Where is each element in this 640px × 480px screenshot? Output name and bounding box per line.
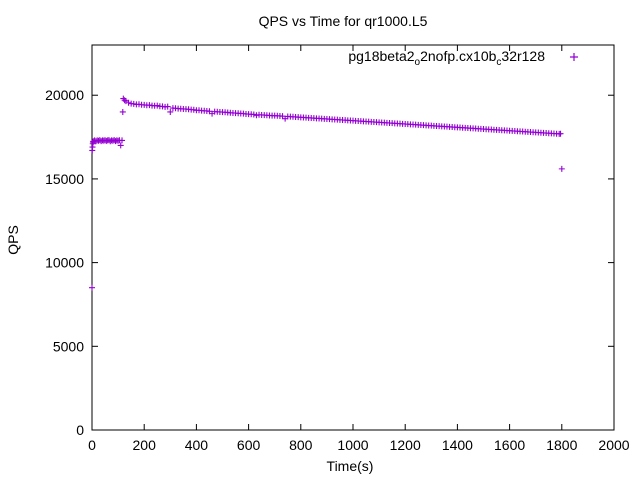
data-point [117,142,124,149]
y-tick-label: 20000 [45,87,84,103]
x-tick-label: 1400 [442,437,473,453]
x-axis: 0 200 400 600 800 1000 1200 1400 1600 1800 2000 [88,45,630,453]
x-tick-label: 1200 [390,437,421,453]
x-tick-label: 400 [185,437,209,453]
y-tick-label: 15000 [45,171,84,187]
x-tick-label: 1600 [494,437,525,453]
x-tick-label: 200 [133,437,157,453]
x-tick-label: 1800 [546,437,577,453]
data-point [154,102,161,109]
data-point [250,111,257,118]
legend-marker [570,53,578,61]
y-axis-label: QPS [5,225,21,255]
data-point [164,103,171,110]
y-tick-label: 5000 [53,338,84,354]
data-point [119,137,126,144]
data-point [557,130,564,137]
x-tick-label: 800 [289,437,313,453]
data-point [125,99,132,106]
x-tick-label: 1000 [337,437,368,453]
x-tick-label: 600 [237,437,261,453]
data-point [167,108,174,115]
data-point [89,284,95,291]
data-point [119,108,126,115]
x-tick-label: 0 [88,437,96,453]
x-axis-label: Time(s) [327,458,374,474]
data-point [121,97,128,104]
y-axis: 0 5000 10000 15000 20000 [45,87,614,438]
y-tick-label: 0 [76,422,84,438]
data-points [89,95,565,291]
y-tick-label: 10000 [45,255,84,271]
chart-title: QPS vs Time for qr1000.L5 [259,13,428,29]
legend-label: pg18beta2o2nofp.cx10bc32r128 [348,48,545,68]
x-tick-label: 2000 [598,437,629,453]
legend: pg18beta2o2nofp.cx10bc32r128 [348,48,578,68]
plot-area [91,44,615,431]
data-point [558,165,565,172]
